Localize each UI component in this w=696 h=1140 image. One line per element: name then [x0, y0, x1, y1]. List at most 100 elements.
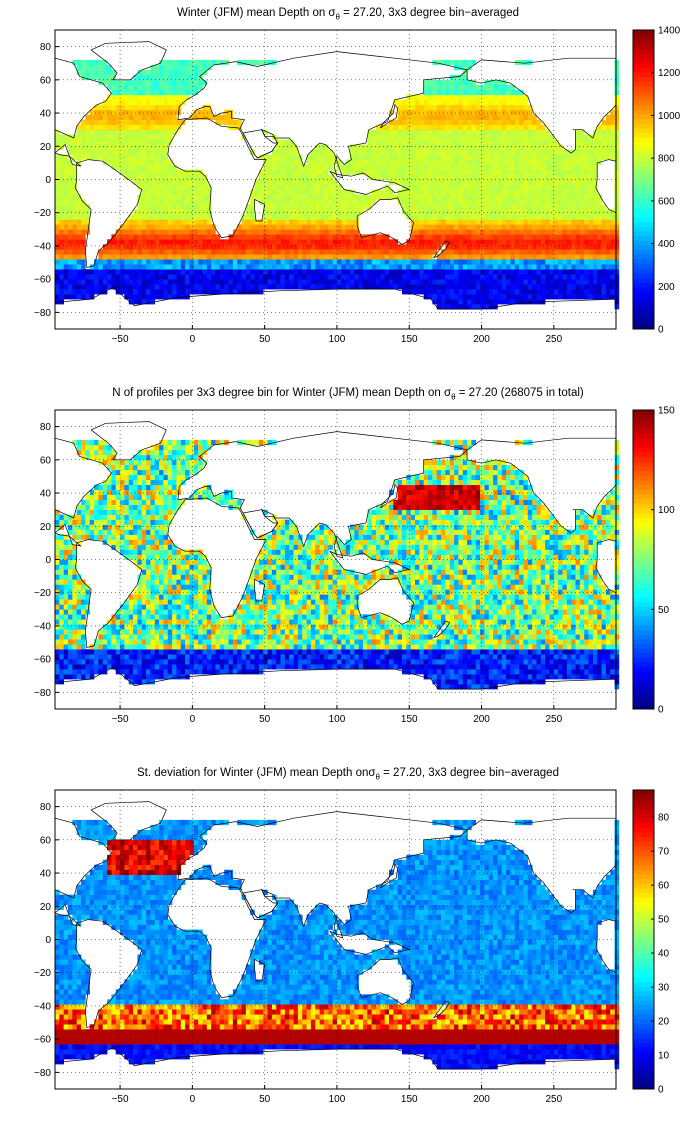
heatmap-cell	[107, 259, 112, 265]
heatmap-cell	[271, 214, 277, 220]
heatmap-cell	[415, 144, 420, 150]
heatmap-cell	[185, 199, 190, 205]
heatmap-cell	[63, 209, 69, 215]
heatmap-cell	[315, 224, 320, 230]
heatmap-cell	[55, 229, 60, 235]
heatmap-cell	[263, 224, 268, 230]
heatmap-cell	[562, 244, 568, 250]
heatmap-cell	[245, 239, 251, 245]
heatmap-cell	[432, 239, 438, 245]
heatmap-cell	[514, 279, 520, 285]
heatmap-cell	[124, 499, 130, 505]
heatmap-cell	[150, 179, 156, 185]
heatmap-cell	[94, 514, 99, 520]
heatmap-cell	[59, 279, 64, 285]
heatmap-cell	[614, 239, 620, 245]
heatmap-cell	[506, 184, 511, 190]
heatmap-cell	[98, 629, 104, 635]
heatmap-cell	[419, 124, 424, 130]
heatmap-cell	[159, 279, 164, 285]
heatmap-cell	[532, 204, 537, 210]
heatmap-cell	[536, 234, 542, 240]
heatmap-cell	[584, 219, 589, 225]
heatmap-cell	[250, 284, 255, 290]
heatmap-cell	[406, 264, 411, 270]
heatmap-cell	[245, 59, 251, 66]
heatmap-cell	[176, 119, 182, 125]
heatmap-cell	[258, 274, 264, 280]
heatmap-cell	[211, 244, 216, 250]
heatmap-cell	[137, 104, 143, 111]
heatmap-cell	[510, 294, 516, 300]
heatmap-cell	[124, 89, 130, 96]
heatmap-cell	[349, 279, 355, 285]
heatmap-cell	[72, 604, 77, 610]
heatmap-cell	[501, 89, 507, 96]
heatmap-cell	[310, 249, 316, 255]
heatmap-cell	[458, 289, 464, 295]
heatmap-cell	[523, 299, 529, 305]
heatmap-cell	[59, 269, 64, 275]
heatmap-cell	[150, 224, 156, 230]
heatmap-cell	[172, 69, 177, 76]
heatmap-cell	[85, 529, 90, 535]
heatmap-cell	[584, 149, 589, 155]
heatmap-cell	[63, 619, 69, 625]
heatmap-cell	[319, 224, 325, 230]
heatmap-cell	[124, 294, 130, 300]
heatmap-cell	[185, 254, 190, 260]
heatmap-cell	[406, 254, 411, 260]
heatmap-cell	[367, 239, 372, 245]
heatmap-cell	[302, 254, 307, 260]
heatmap-cell	[102, 59, 108, 66]
heatmap-cell	[94, 259, 99, 265]
heatmap-cell	[510, 174, 516, 180]
grid	[55, 30, 616, 329]
heatmap-cell	[540, 269, 546, 275]
heatmap-cell	[85, 154, 90, 160]
heatmap-cell	[81, 64, 86, 71]
heatmap-cell	[480, 149, 485, 155]
heatmap-cell	[501, 79, 507, 86]
heatmap-cell	[206, 284, 212, 290]
heatmap-cell	[55, 264, 60, 270]
heatmap-cell	[146, 294, 151, 300]
heatmap-cell	[441, 134, 446, 140]
heatmap-cell	[72, 254, 77, 260]
heatmap-cell	[584, 244, 589, 250]
heatmap-cell	[284, 189, 290, 195]
heatmap-cell	[358, 239, 364, 245]
heatmap-cell	[497, 89, 503, 96]
heatmap-cell	[549, 234, 555, 240]
heatmap-cell	[85, 514, 90, 520]
heatmap-cell	[419, 289, 424, 295]
heatmap-cell	[276, 149, 281, 155]
heatmap-cell	[536, 139, 542, 145]
heatmap-cell	[362, 239, 368, 245]
heatmap-cell	[76, 234, 82, 240]
heatmap-cell	[180, 84, 186, 91]
heatmap-cell	[493, 244, 498, 250]
heatmap-cell	[276, 249, 281, 255]
heatmap-cell	[605, 269, 611, 275]
heatmap-cell	[94, 669, 99, 675]
heatmap-cell	[258, 264, 264, 270]
heatmap-cell	[76, 134, 82, 140]
heatmap-cell	[497, 209, 503, 215]
heatmap-cell	[484, 299, 490, 305]
heatmap-cell	[89, 129, 95, 135]
heatmap-cell	[189, 89, 195, 96]
heatmap-cell	[198, 64, 203, 71]
heatmap-cell	[410, 104, 416, 111]
heatmap-cell	[102, 99, 108, 106]
heatmap-cell	[302, 214, 307, 220]
heatmap-cell	[271, 239, 277, 245]
heatmap-cell	[258, 219, 264, 225]
heatmap-cell	[128, 284, 134, 290]
heatmap-cell	[514, 189, 520, 195]
heatmap-cell	[336, 199, 342, 205]
heatmap-cell	[597, 209, 602, 215]
heatmap-cell	[501, 224, 507, 230]
heatmap-cell	[63, 179, 69, 185]
heatmap-cell	[480, 189, 485, 195]
